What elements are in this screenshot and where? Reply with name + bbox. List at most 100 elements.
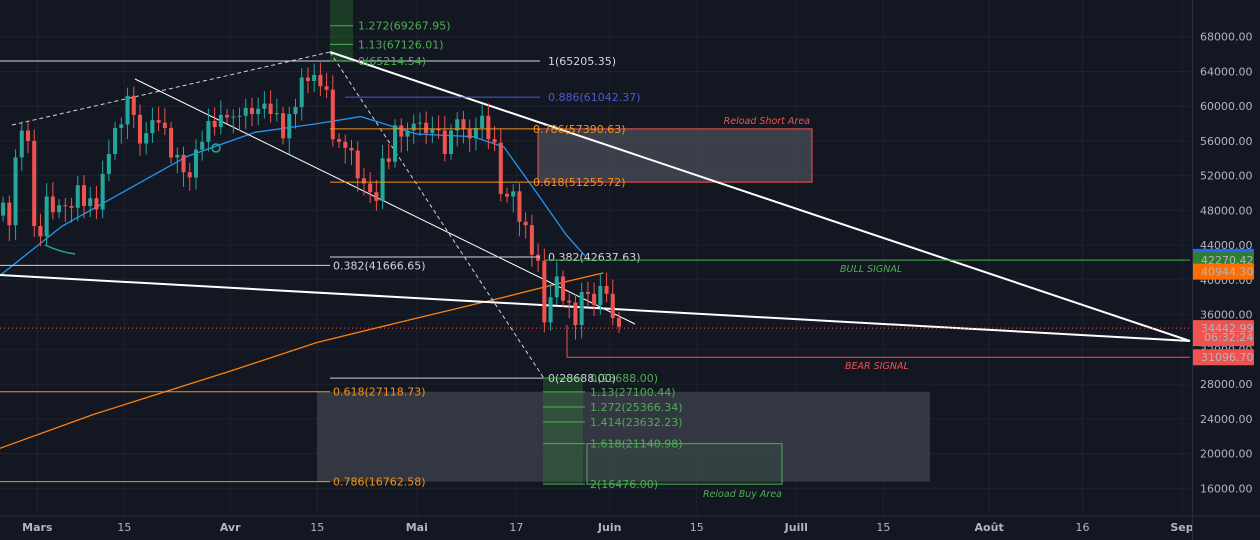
candle-down <box>368 183 373 193</box>
candle-down <box>399 125 404 137</box>
time-axis[interactable]: Mars 15 Avr 15 Mai 17 Juin 15 Juill 15 Août 16 Sep <box>0 515 1260 534</box>
candle-down <box>63 205 68 207</box>
candle-up <box>274 113 279 115</box>
candle-down <box>567 300 572 303</box>
candle-up <box>243 107 248 116</box>
x-tick-label: 16 <box>1075 521 1089 534</box>
candle-down <box>156 120 161 123</box>
candle-down <box>81 185 87 207</box>
candle-down <box>560 276 566 301</box>
reload-short-label: Reload Short Area <box>724 116 811 127</box>
candle-up <box>293 107 298 115</box>
candle-up <box>88 198 93 207</box>
candle-up <box>455 119 460 131</box>
candle-down <box>523 221 528 226</box>
candle-up <box>218 114 223 128</box>
candle-down <box>281 113 286 139</box>
x-tick-label: Juill <box>784 521 808 534</box>
countdown-bg <box>1192 334 1254 347</box>
dashed-line-down <box>329 51 546 381</box>
x-tick-label: 15 <box>690 521 704 534</box>
candle-down <box>542 260 547 323</box>
candle-down <box>32 140 37 227</box>
candle-up <box>511 191 516 197</box>
candle-down <box>137 114 142 144</box>
fib-ext-top-label: 0(65214.54) <box>358 55 426 68</box>
candle-down <box>69 206 74 208</box>
candle-down <box>386 158 391 162</box>
fib-ext-bottom-label: 1.13(27100.44) <box>590 386 676 399</box>
candle-down <box>492 139 497 143</box>
candle-up <box>19 130 24 158</box>
level-label: 0.786(16762.58) <box>333 476 426 489</box>
candle-down <box>162 122 167 128</box>
candle-down <box>467 128 472 139</box>
candle-up <box>480 115 485 128</box>
fib-ext-top-label: 1.13(67126.01) <box>358 38 444 51</box>
candle-up <box>237 115 242 117</box>
bear-signal-label: BEAR SIGNAL <box>845 361 909 372</box>
y-tick-label: 68000.00 <box>1200 31 1253 44</box>
x-tick-label: Mai <box>406 521 428 534</box>
candle-up <box>206 120 211 142</box>
level-label: 1(65205.35) <box>548 55 616 68</box>
candle-down <box>169 127 174 158</box>
candle-down <box>187 172 192 178</box>
candle-up <box>262 103 267 109</box>
candle-down <box>50 196 55 213</box>
fib-ext-bottom-label: 1.272(25366.34) <box>590 401 683 414</box>
y-tick-label: 64000.00 <box>1200 65 1253 78</box>
level-label: 0.886(61042.37) <box>548 91 641 104</box>
price-labels: 42644.2642270.4240944.3034442.9931096.70… <box>1192 248 1254 366</box>
ma-line-blue <box>0 115 586 277</box>
candle-up <box>125 95 130 125</box>
x-tick-label: 15 <box>117 521 131 534</box>
candle-up <box>200 141 205 150</box>
price-label-bg <box>1192 349 1254 366</box>
descending-trendline <box>329 51 1191 342</box>
candle-down <box>461 119 466 129</box>
candle-down <box>361 178 366 184</box>
candle-down <box>337 139 342 142</box>
y-tick-label: 28000.00 <box>1200 378 1253 391</box>
candle-up <box>113 127 118 154</box>
y-tick-label: 60000.00 <box>1200 100 1253 113</box>
reload-buy-zone <box>586 443 783 485</box>
candle-down <box>374 192 379 201</box>
long-trendline <box>0 274 1191 342</box>
candle-down <box>349 147 354 151</box>
y-tick-label: 48000.00 <box>1200 204 1253 217</box>
candle-down <box>7 202 12 226</box>
candle-down <box>442 130 447 154</box>
price-label: 40944.30 <box>1201 266 1254 279</box>
candle-up <box>579 292 584 326</box>
y-tick-label: 16000.00 <box>1200 482 1253 495</box>
candle-up <box>119 124 124 128</box>
candle-down <box>38 226 43 237</box>
price-label: 31096.70 <box>1201 351 1254 364</box>
candle-down <box>616 318 622 327</box>
x-tick-label: Août <box>975 521 1004 534</box>
candle-up <box>287 114 292 139</box>
x-tick-label: Mars <box>22 521 53 534</box>
y-tick-label: 52000.00 <box>1200 170 1253 183</box>
fib-levels: 1(65205.35) 0.886(61042.37) 0.786(57390.63… <box>0 20 1190 491</box>
candle-down <box>486 115 491 140</box>
candle-down <box>424 122 429 134</box>
dashed-line-up <box>11 51 331 126</box>
candle-up <box>405 130 410 137</box>
candle-up <box>417 122 422 124</box>
y-tick-label: 24000.00 <box>1200 413 1253 426</box>
candle-down <box>212 120 217 128</box>
candle-down <box>330 89 335 140</box>
candle-down <box>610 293 615 319</box>
candle-down <box>249 107 254 115</box>
fib-ext-bottom-label: 1.618(21140.98) <box>590 438 683 451</box>
candle-up <box>554 276 559 298</box>
candle-down <box>355 150 360 179</box>
hand-mark <box>44 244 76 255</box>
y-tick-label: 44000.00 <box>1200 239 1253 252</box>
fib-ext-bottom-label: 0(28688.00) <box>590 372 658 385</box>
channel-line <box>134 78 636 325</box>
